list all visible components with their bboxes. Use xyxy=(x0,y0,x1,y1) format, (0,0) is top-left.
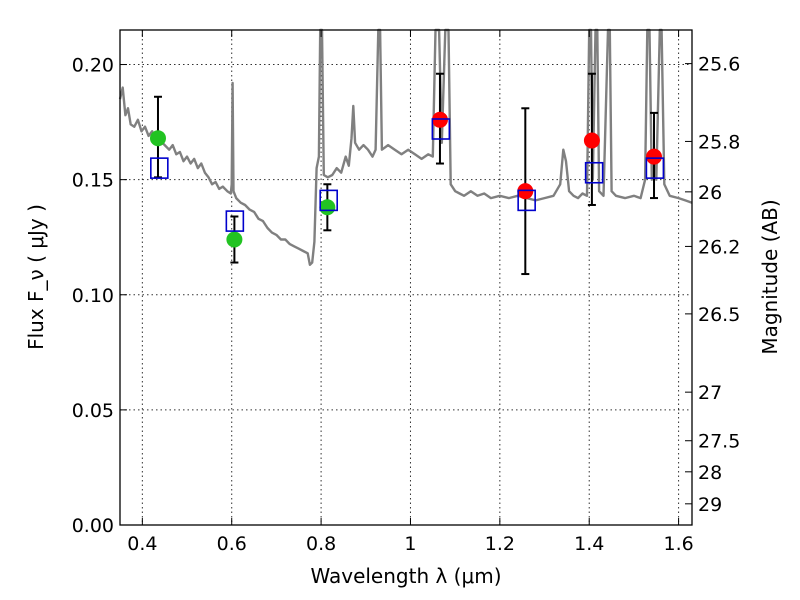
y-tick-label: 0.05 xyxy=(72,400,114,422)
y-tick-label: 0.10 xyxy=(72,285,114,307)
right-tick-label: 26.5 xyxy=(698,304,740,326)
model-spectrum xyxy=(118,28,693,266)
x-axis-title: Wavelength λ (μm) xyxy=(310,564,501,588)
right-tick-label: 25.6 xyxy=(698,54,740,76)
axis-ticks: 0.4 0.6 0.8 1 1.2 1.4 1.6 0.00 0.05 0.10 0.15 0.20 2… xyxy=(72,30,740,555)
grid xyxy=(120,30,692,526)
blue-square-marker xyxy=(225,210,245,232)
blue-square-marker xyxy=(150,157,169,179)
x-tick-label: 0.8 xyxy=(306,533,336,555)
blue-square-marker xyxy=(517,189,536,212)
x-tick-label: 1.6 xyxy=(663,533,693,555)
x-tick-label: 1.2 xyxy=(485,533,515,555)
right-axis-title: Magnitude (AB) xyxy=(758,199,782,354)
right-tick-label: 26.2 xyxy=(698,236,740,258)
right-tick-label: 26 xyxy=(698,182,722,204)
red-circle-marker xyxy=(646,148,663,165)
green-circle-marker xyxy=(319,199,336,216)
blue-square-marker xyxy=(319,189,338,212)
blue-square-marker xyxy=(645,157,665,179)
red-circle-marker xyxy=(583,132,600,149)
green-circle-marker xyxy=(226,231,243,248)
right-tick-label: 29 xyxy=(698,494,722,516)
x-tick-label: 0.6 xyxy=(217,533,247,555)
green-circle-marker xyxy=(149,130,166,147)
y-tick-label: 0.15 xyxy=(72,170,114,192)
blue-square-marker xyxy=(584,161,604,184)
y-tick-label: 0.20 xyxy=(72,55,114,77)
right-tick-label: 27 xyxy=(698,382,722,404)
right-tick-label: 27.5 xyxy=(698,431,740,453)
y-tick-label: 0.00 xyxy=(72,515,114,537)
x-tick-label: 0.4 xyxy=(127,533,157,555)
x-tick-label: 1 xyxy=(404,533,416,555)
right-tick-label: 25.8 xyxy=(698,131,740,153)
data-markers xyxy=(149,111,665,248)
right-tick-label: 28 xyxy=(698,462,722,484)
model-spectrum-line xyxy=(118,28,693,266)
y-axis-title: Flux F_ν ( μJy ) xyxy=(24,204,48,350)
x-tick-label: 1.4 xyxy=(574,533,604,555)
blue-square-marker xyxy=(431,118,451,140)
plot-frame xyxy=(119,29,693,526)
